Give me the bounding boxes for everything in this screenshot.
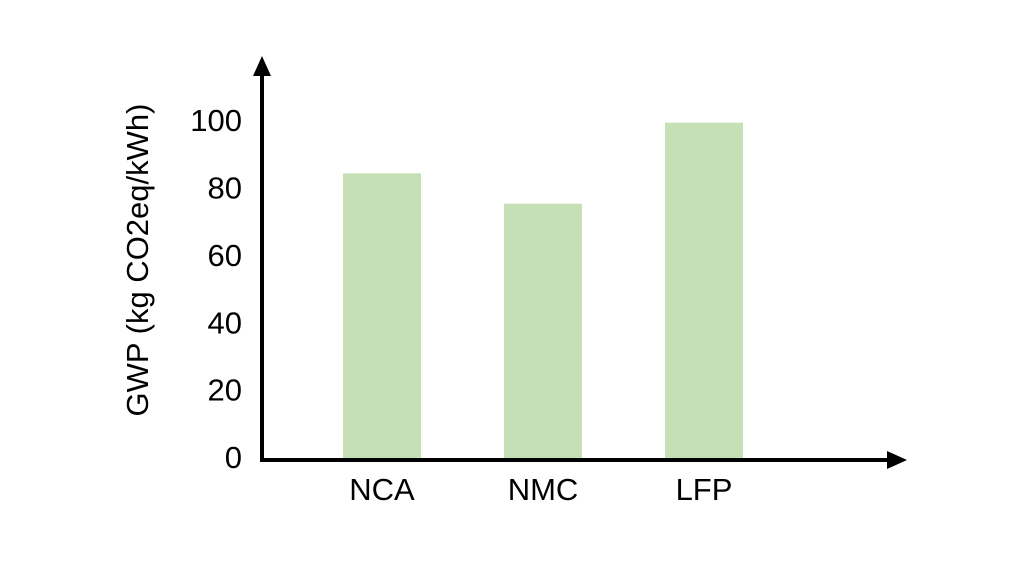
- y-axis-label: GWP (kg CO2eq/kWh): [120, 104, 155, 417]
- y-tick-label: 40: [208, 305, 242, 340]
- y-tick-label: 0: [225, 440, 242, 475]
- y-tick-label: 80: [208, 170, 242, 205]
- plot-area: [343, 122, 743, 461]
- bar: [343, 173, 421, 460]
- bar: [504, 203, 582, 460]
- y-tick-label: 100: [190, 103, 242, 138]
- x-tick-label: LFP: [676, 472, 733, 507]
- y-tick-label: 20: [208, 373, 242, 408]
- bar: [665, 122, 743, 461]
- x-axis-arrow: [887, 451, 907, 469]
- y-tick-label: 60: [208, 238, 242, 273]
- y-axis-arrow: [253, 56, 271, 76]
- x-tick-label: NCA: [349, 472, 415, 507]
- x-tick-label: NMC: [508, 472, 579, 507]
